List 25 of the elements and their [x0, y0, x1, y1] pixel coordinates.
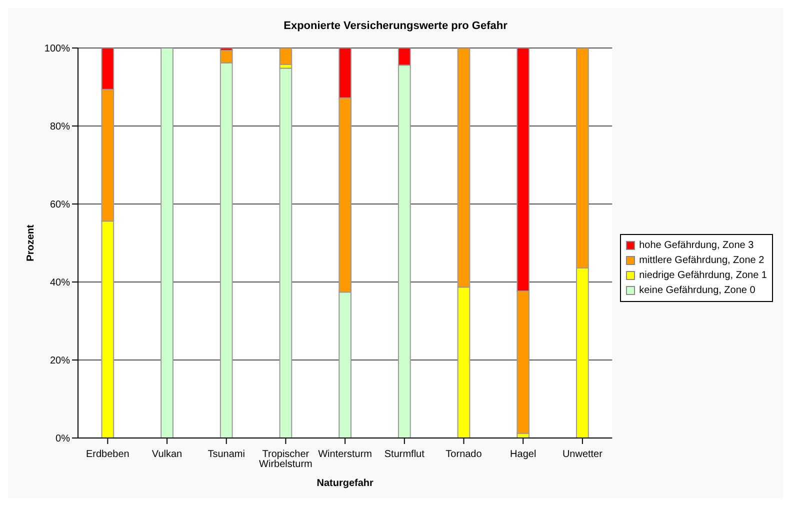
y-tick-label: 40%	[50, 278, 70, 289]
bar	[160, 48, 174, 438]
y-tick-label: 80%	[50, 122, 70, 133]
legend-label: hohe Gefährdung, Zone 3	[639, 239, 754, 253]
y-tick-label: 20%	[50, 356, 70, 367]
y-tick-label: 100%	[44, 44, 70, 55]
bar	[279, 68, 292, 438]
x-tick-label: Unwetter	[562, 449, 604, 460]
y-tick-label: 60%	[50, 200, 70, 211]
y-axis-title: Prozent	[26, 224, 37, 262]
legend-label: niedrige Gefährdung, Zone 1	[639, 269, 767, 283]
bar	[279, 48, 292, 65]
legend-label: keine Gefährdung, Zone 0	[639, 284, 756, 298]
x-tick-label: Sturmflut	[384, 449, 425, 460]
x-axis-title: Naturgefahr	[316, 478, 374, 489]
x-tick-label: Hagel	[510, 449, 536, 460]
x-tick-label: Vulkan	[152, 449, 182, 460]
x-tick-label: Erdbeben	[86, 449, 130, 460]
x-tick-label: Tornado	[446, 449, 482, 460]
chart-title: Exponierte Versicherungswerte pro Gefahr	[282, 19, 508, 34]
y-tick-label: 0%	[56, 434, 70, 445]
x-tick-label: Tropischer Wirbelsturm	[259, 449, 312, 470]
x-tick-label: Wintersturm	[318, 449, 372, 460]
legend-label: mittlere Gefährdung, Zone 2	[639, 254, 764, 268]
x-tick-label: Tsunami	[208, 449, 245, 460]
